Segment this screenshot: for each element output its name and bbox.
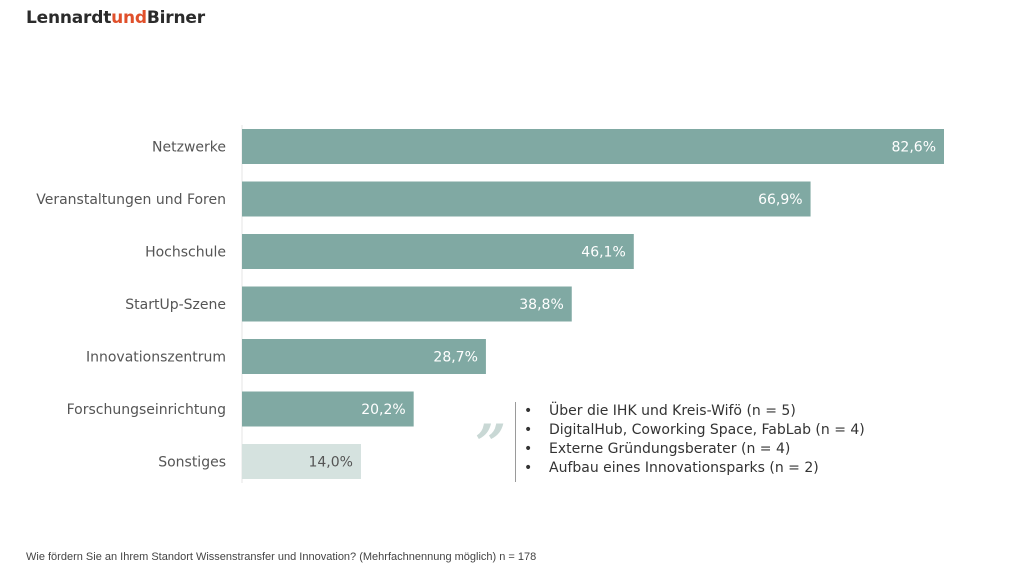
detail-text: Über die IHK und Kreis-Wifö (n = 5): [549, 403, 796, 419]
category-label: StartUp-Szene: [125, 297, 226, 313]
bar-5: [242, 391, 414, 427]
bar-3: [242, 286, 572, 322]
quote-mark-icon: „: [476, 381, 508, 445]
category-label: Hochschule: [145, 245, 226, 261]
logo-text-und: und: [111, 8, 147, 28]
bullet-icon: •: [524, 403, 533, 419]
bar-1: [242, 181, 811, 217]
bullet-icon: •: [524, 441, 533, 457]
bullet-icon: •: [524, 460, 533, 476]
detail-text: Aufbau eines Innovationsparks (n = 2): [549, 460, 819, 476]
detail-list-item: • DigitalHub, Coworking Space, FabLab (n …: [524, 421, 865, 440]
chart-footnote: Wie fördern Sie an Ihrem Standort Wissen…: [26, 551, 537, 563]
category-label: Forschungseinrichtung: [67, 402, 226, 418]
category-label: Sonstiges: [158, 455, 226, 471]
company-logo: LennardtundBirner: [26, 8, 205, 28]
category-label: Netzwerke: [152, 140, 226, 156]
category-label: Innovationszentrum: [86, 350, 226, 366]
value-label: 20,2%: [361, 402, 405, 418]
bar-4: [242, 339, 486, 374]
bar-2: [242, 234, 634, 269]
value-label: 28,7%: [433, 350, 477, 366]
value-label: 38,8%: [519, 297, 563, 313]
detail-list-item: • Über die IHK und Kreis-Wifö (n = 5): [524, 402, 865, 421]
logo-text-lennardt: Lennardt: [26, 8, 112, 28]
detail-list-item: • Externe Gründungsberater (n = 4): [524, 440, 865, 459]
value-label: 14,0%: [308, 455, 352, 471]
sonstiges-detail-list: • Über die IHK und Kreis-Wifö (n = 5) • Di…: [524, 402, 865, 478]
bullet-icon: •: [524, 422, 533, 438]
detail-list-item: • Aufbau eines Innovationsparks (n = 2): [524, 459, 865, 478]
value-label: 66,9%: [758, 192, 802, 208]
logo-text-birner: Birner: [146, 8, 205, 28]
detail-divider: [515, 402, 516, 482]
bar-0: [242, 129, 944, 164]
detail-text: DigitalHub, Coworking Space, FabLab (n =…: [549, 422, 865, 438]
value-label: 82,6%: [892, 140, 936, 156]
bar-6: [242, 444, 361, 479]
detail-text: Externe Gründungsberater (n = 4): [549, 441, 791, 457]
category-label: Veranstaltungen und Foren: [36, 192, 226, 208]
value-label: 46,1%: [581, 245, 625, 261]
